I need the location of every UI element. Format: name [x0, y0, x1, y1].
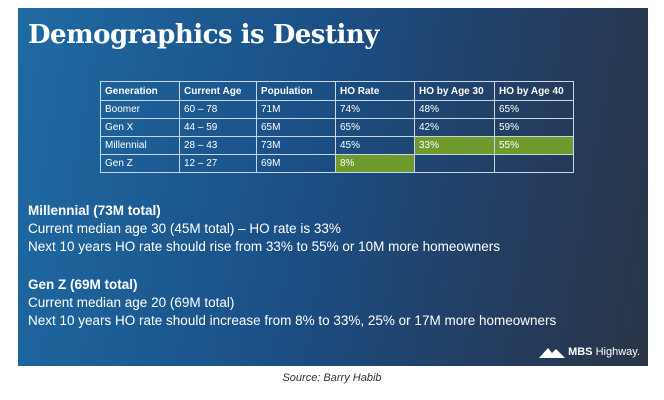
- genz-line-1: Current median age 20 (69M total): [28, 295, 235, 310]
- table-cell: Millennial: [100, 136, 180, 155]
- header-ho-rate: HO Rate: [335, 81, 415, 101]
- table-cell-highlighted: 33%: [414, 136, 495, 155]
- table-cell: [414, 154, 495, 173]
- table-cell: Gen X: [100, 118, 180, 137]
- header-current-age: Current Age: [179, 81, 257, 101]
- header-population: Population: [256, 81, 336, 101]
- table-cell: 42%: [414, 118, 495, 137]
- table-row-gen-z: Gen Z 12 – 27 69M 8%: [100, 154, 574, 173]
- table-row-boomer: Boomer 60 – 78 71M 74% 48% 65%: [100, 100, 574, 119]
- table-cell: 44 – 59: [179, 118, 257, 137]
- table-cell: 65%: [335, 118, 415, 137]
- table-cell: 65%: [494, 100, 574, 119]
- table-cell: 65M: [256, 118, 336, 137]
- logo-suffix: Highway.: [592, 346, 640, 358]
- slide: Demographics is Destiny Generation Curre…: [18, 8, 648, 366]
- millennial-section: Millennial (73M total) Current median ag…: [28, 202, 500, 256]
- genz-heading: Gen Z (69M total): [28, 277, 138, 292]
- table-cell: 45%: [335, 136, 415, 155]
- mountain-icon: [539, 348, 566, 358]
- table-cell: 73M: [256, 136, 336, 155]
- table-cell: 59%: [494, 118, 574, 137]
- table-cell: 69M: [256, 154, 336, 173]
- table-header-row: Generation Current Age Population HO Rat…: [100, 81, 574, 101]
- table-cell-highlighted: 8%: [335, 154, 415, 173]
- table-cell: 74%: [335, 100, 415, 119]
- genz-section: Gen Z (69M total) Current median age 20 …: [28, 276, 556, 330]
- millennial-line-2: Next 10 years HO rate should rise from 3…: [28, 239, 500, 254]
- millennial-line-1: Current median age 30 (45M total) – HO r…: [28, 221, 341, 236]
- millennial-heading: Millennial (73M total): [28, 203, 161, 218]
- table-cell: 28 – 43: [179, 136, 257, 155]
- header-ho-by-age-40: HO by Age 40: [494, 81, 574, 101]
- table-row-gen-x: Gen X 44 – 59 65M 65% 42% 59%: [100, 118, 574, 137]
- genz-line-2: Next 10 years HO rate should increase fr…: [28, 313, 557, 328]
- table-cell: Boomer: [100, 100, 180, 119]
- slide-title: Demographics is Destiny: [28, 20, 379, 50]
- table-row-millennial: Millennial 28 – 43 73M 45% 33% 55%: [100, 136, 574, 155]
- source-caption: Source: Barry Habib: [282, 372, 382, 384]
- table-cell: 60 – 78: [179, 100, 257, 119]
- mbs-highway-logo: MBS Highway.: [539, 346, 640, 358]
- table-cell: 12 – 27: [179, 154, 257, 173]
- logo-brand: MBS: [568, 346, 593, 358]
- table-cell-highlighted: 55%: [494, 136, 574, 155]
- header-ho-by-age-30: HO by Age 30: [414, 81, 495, 101]
- header-generation: Generation: [100, 81, 180, 101]
- table-cell: Gen Z: [100, 154, 180, 173]
- table-cell: 71M: [256, 100, 336, 119]
- table-cell: [494, 154, 574, 173]
- generation-table: Generation Current Age Population HO Rat…: [100, 81, 574, 173]
- table-cell: 48%: [414, 100, 495, 119]
